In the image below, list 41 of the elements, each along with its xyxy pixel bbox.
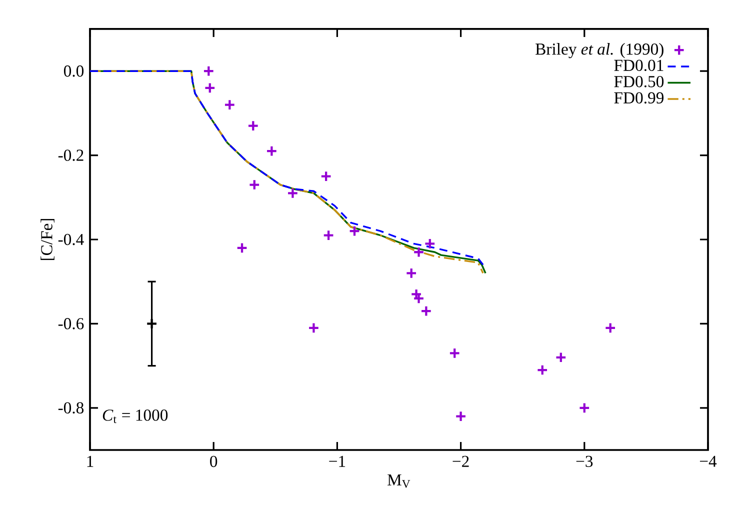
point [320,170,332,182]
point [348,225,360,237]
point [224,99,236,111]
point [266,145,278,157]
point [555,352,567,364]
y-tick-label: 0.0 [64,65,84,77]
point [236,242,248,254]
x-tick-label: 1 [87,456,94,467]
point [536,364,548,376]
legend-label: Briley et al. (1990) [536,43,664,58]
point [247,120,259,132]
point [420,305,432,317]
y-axis-title: [C/Fe] [40,218,54,260]
x-tick-label: −4 [700,456,717,467]
point [448,347,460,359]
y-tick-label: -0.4 [58,234,84,246]
point [248,179,260,191]
y-tick-label: -0.2 [58,150,84,161]
legend-label: FD0.01 [614,60,664,72]
legend-label: FD0.99 [614,92,664,104]
x-tick-label: −3 [576,456,593,468]
point [406,267,418,279]
legend-label: FD0.50 [614,76,664,88]
point [424,238,436,250]
point [578,402,590,414]
point [146,318,158,330]
point [204,82,216,94]
point [286,187,298,199]
annotation: C$_{t}$ = 1000 [102,410,168,424]
point [322,230,334,242]
x-axis-title: M$_{V}$ [388,474,410,488]
y-tick-label: -0.6 [58,318,84,330]
point [604,322,616,334]
point [413,246,425,258]
point [202,65,214,77]
x-tick-label: 0 [210,456,218,468]
point [455,410,467,422]
y-tick-label: -0.8 [58,402,84,414]
x-tick-label: −2 [452,456,469,467]
point [308,322,320,334]
x-tick-label: −1 [329,456,346,467]
